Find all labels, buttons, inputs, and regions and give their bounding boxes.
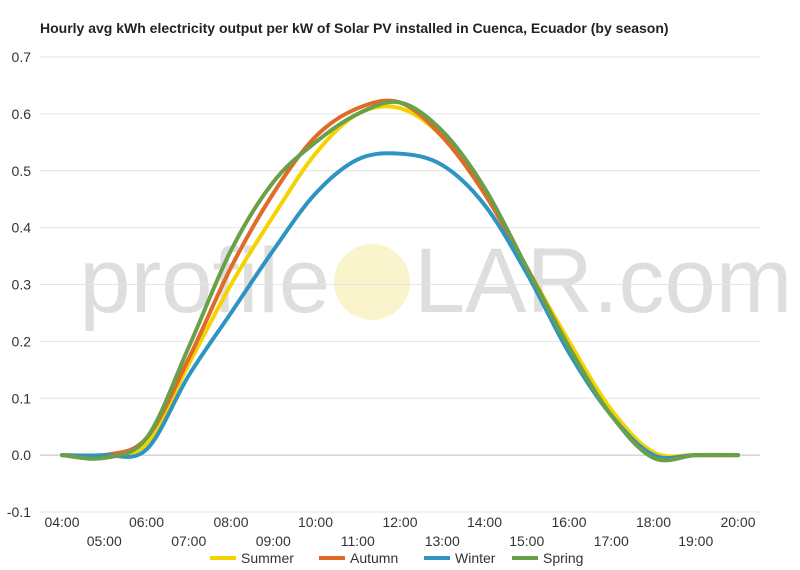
x-tick-label: 19:00	[678, 533, 713, 549]
x-tick-label: 09:00	[256, 533, 291, 549]
gridlines	[40, 56, 760, 513]
y-tick-label: 0.4	[12, 220, 32, 236]
x-tick-label: 10:00	[298, 514, 333, 530]
x-tick-label: 07:00	[171, 533, 206, 549]
x-tick-label: 04:00	[44, 514, 79, 530]
series-line-spring	[60, 99, 740, 463]
y-axis-ticks: -0.1 0.0 0.1 0.2 0.3 0.4 0.5 0.6 0.7	[7, 49, 31, 520]
watermark-text-right: LAR.com	[414, 230, 792, 332]
chart-title: Hourly avg kWh electricity output per kW…	[40, 20, 669, 36]
series-lines	[60, 98, 740, 463]
y-tick-label: -0.1	[7, 504, 31, 520]
x-axis-ticks: 04:00 05:00 06:00 07:00 08:00 09:00 10:00 11:00…	[44, 514, 755, 549]
x-tick-label: 14:00	[467, 514, 502, 530]
x-tick-label: 15:00	[509, 533, 544, 549]
legend: Summer Autumn Winter Spring	[210, 550, 583, 566]
legend-label-spring: Spring	[543, 550, 583, 566]
x-tick-label: 18:00	[636, 514, 671, 530]
watermark: profile LAR.com	[79, 230, 792, 332]
series-line-summer	[60, 104, 740, 459]
y-tick-label: 0.7	[12, 49, 32, 65]
x-tick-label: 12:00	[382, 514, 417, 530]
x-tick-label: 13:00	[425, 533, 460, 549]
y-tick-label: 0.5	[12, 163, 32, 179]
legend-label-autumn: Autumn	[350, 550, 398, 566]
watermark-text-left: profile	[79, 230, 330, 332]
x-tick-label: 16:00	[551, 514, 586, 530]
x-tick-label: 17:00	[594, 533, 629, 549]
y-tick-label: 0.2	[12, 333, 32, 349]
watermark-sun	[334, 244, 410, 320]
y-tick-label: 0.1	[12, 390, 32, 406]
x-tick-label: 05:00	[87, 533, 122, 549]
y-tick-label: 0.6	[12, 106, 32, 122]
x-tick-label: 20:00	[720, 514, 755, 530]
x-tick-label: 11:00	[341, 533, 375, 549]
y-tick-label: 0.0	[12, 447, 32, 463]
x-tick-label: 08:00	[213, 514, 248, 530]
y-tick-label: 0.3	[12, 277, 32, 293]
legend-label-summer: Summer	[241, 550, 294, 566]
legend-label-winter: Winter	[455, 550, 496, 566]
x-tick-label: 06:00	[129, 514, 164, 530]
